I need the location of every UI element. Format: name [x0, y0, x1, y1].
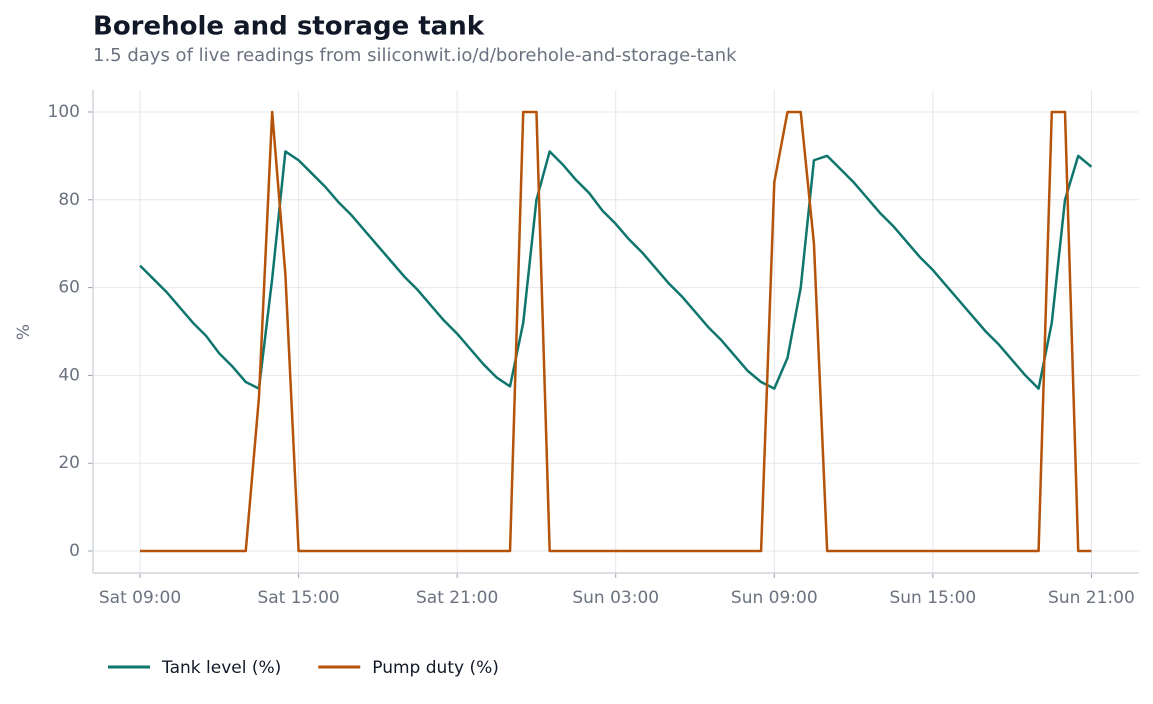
- legend-label: Tank level (%): [161, 658, 281, 678]
- y-tick-label: 100: [48, 102, 80, 122]
- x-tick-label: Sun 09:00: [731, 588, 818, 608]
- x-tick-label: Sat 21:00: [416, 588, 498, 608]
- x-tick-label: Sun 03:00: [572, 588, 659, 608]
- x-tick-label: Sun 21:00: [1048, 588, 1135, 608]
- y-axis-label: %: [14, 324, 34, 340]
- x-tick-label: Sun 15:00: [889, 588, 976, 608]
- y-tick-label: 60: [58, 278, 80, 298]
- y-tick-label: 0: [69, 541, 80, 561]
- data-line: [139, 150, 1093, 390]
- x-tick-label: Sat 09:00: [99, 588, 181, 608]
- chart-title: Borehole and storage tank: [93, 12, 485, 42]
- chart-subtitle: 1.5 days of live readings from siliconwi…: [93, 45, 737, 66]
- data-line: [140, 110, 1092, 553]
- y-tick-label: 20: [58, 453, 80, 473]
- y-tick-label: 80: [58, 190, 80, 210]
- legend-label: Pump duty (%): [372, 658, 499, 678]
- x-tick-label: Sat 15:00: [257, 588, 339, 608]
- y-tick-label: 40: [58, 365, 80, 385]
